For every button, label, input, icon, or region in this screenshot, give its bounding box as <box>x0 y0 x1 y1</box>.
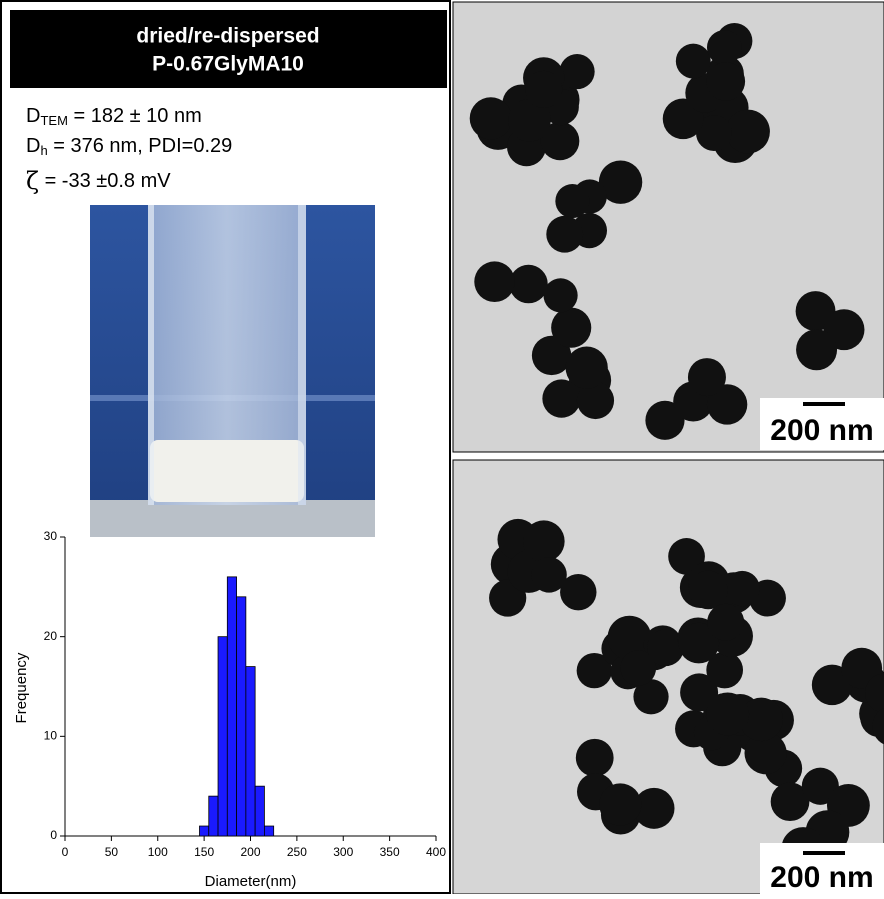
symbol: D <box>26 105 40 127</box>
y-axis-label: Frequency <box>13 652 30 723</box>
particle <box>509 265 547 303</box>
bar <box>227 577 236 836</box>
x-tick-label: 150 <box>194 845 214 859</box>
particle <box>576 739 614 777</box>
x-tick-label: 350 <box>380 845 400 859</box>
particle <box>470 97 512 139</box>
particle <box>599 783 641 825</box>
header-subtitle: P-0.67GlyMA10 <box>152 53 304 76</box>
particle <box>726 110 770 154</box>
symbol: ζ <box>26 167 39 195</box>
particle <box>560 574 596 610</box>
y-tick-label: 0 <box>50 828 57 842</box>
scale-label: 200 nm <box>770 861 873 894</box>
bar <box>237 597 246 836</box>
x-tick-label: 300 <box>333 845 353 859</box>
bar <box>255 786 264 836</box>
particle <box>555 184 589 218</box>
property: ζ = -33 ±0.8 mV <box>26 167 171 195</box>
property: DTEM = 182 ± 10 nm <box>26 105 202 128</box>
x-tick-label: 200 <box>240 845 260 859</box>
particle <box>546 216 583 253</box>
particle <box>707 62 746 101</box>
tem-image <box>453 2 884 452</box>
particle <box>707 30 742 65</box>
particle <box>725 571 760 606</box>
histogram: 0 50 100 150 200 250 300 350 400 0 10 20 30 Diameter(… <box>13 529 446 890</box>
particle <box>560 54 595 89</box>
particle <box>688 358 726 396</box>
x-tick-label: 0 <box>62 845 69 859</box>
particle <box>474 261 515 302</box>
particle <box>676 44 711 79</box>
scale-label: 200 nm <box>770 414 873 447</box>
property-text: = 376 nm, PDI=0.29 <box>48 135 233 157</box>
particle <box>796 329 837 370</box>
property: Dh = 376 nm, PDI=0.29 <box>26 135 232 158</box>
symbol: D <box>26 135 40 157</box>
subscript: TEM <box>40 113 67 128</box>
y-tick-label: 10 <box>44 729 58 743</box>
x-tick-label: 50 <box>105 845 119 859</box>
header-title: dried/re-dispersed <box>136 25 319 48</box>
x-tick-label: 400 <box>426 845 446 859</box>
y-tick-label: 20 <box>44 629 58 643</box>
particle <box>706 693 749 736</box>
y-tick-label: 30 <box>44 529 58 543</box>
bar <box>199 826 208 836</box>
property-text: = -33 ±0.8 mV <box>39 170 171 192</box>
x-tick-label: 100 <box>148 845 168 859</box>
vial-photo <box>90 205 375 537</box>
subscript: h <box>40 143 47 158</box>
x-axis-label: Diameter(nm) <box>205 873 297 890</box>
bar <box>264 826 273 836</box>
particle <box>523 520 565 562</box>
particle <box>689 571 728 610</box>
particle <box>707 604 744 641</box>
header-box <box>10 10 447 88</box>
bar <box>209 796 218 836</box>
property-text: = 182 ± 10 nm <box>68 105 202 127</box>
particle <box>543 278 577 312</box>
x-tick-label: 250 <box>287 845 307 859</box>
particle <box>551 308 591 348</box>
bar <box>218 637 227 836</box>
particle <box>525 71 562 108</box>
bar <box>246 667 255 836</box>
figure: dried/re-dispersed P-0.67GlyMA10 DTEM = … <box>0 0 884 894</box>
particle <box>566 347 608 389</box>
